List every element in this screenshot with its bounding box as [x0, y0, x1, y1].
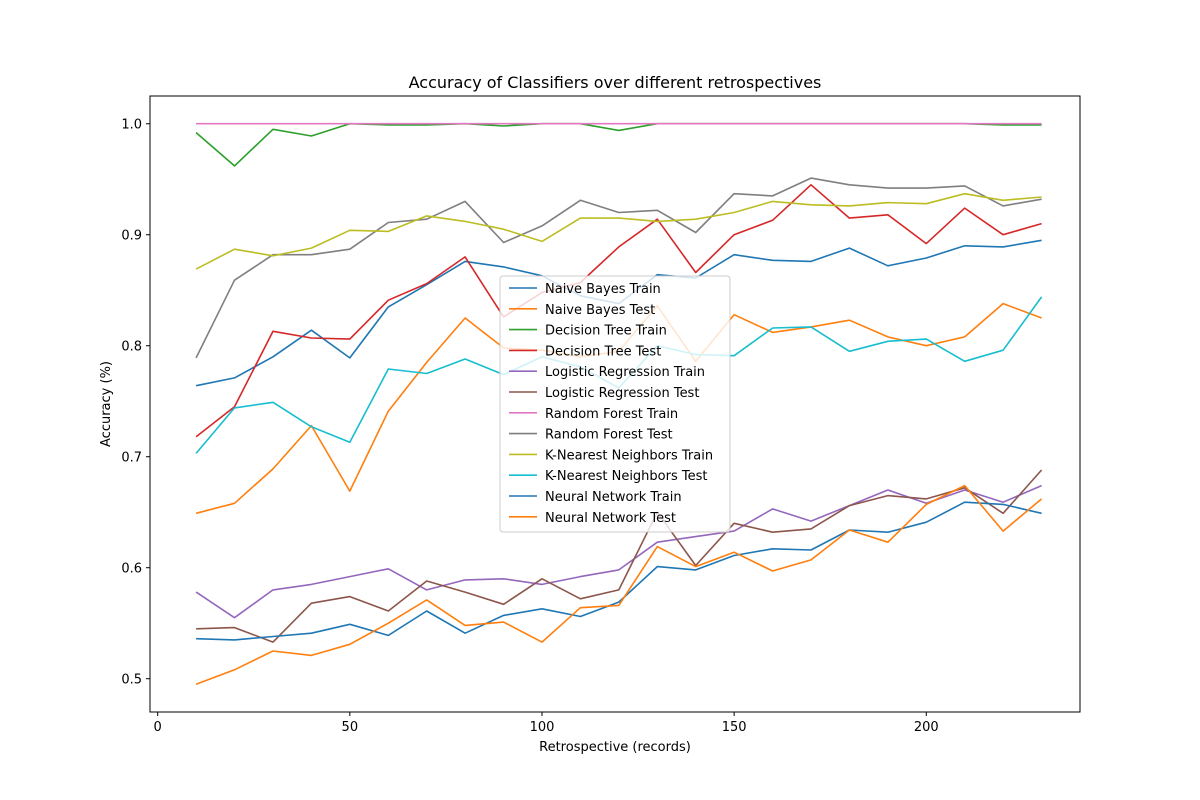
x-tick-label: 0 [154, 720, 162, 735]
legend-label: Naive Bayes Test [545, 303, 655, 318]
legend-label: Logistic Regression Train [545, 365, 705, 380]
legend-label: Decision Tree Test [545, 344, 661, 359]
series-line-logistic-regression-test [196, 469, 1043, 643]
legend-entry: Random Forest Test [509, 428, 673, 443]
legend-entry: K-Nearest Neighbors Test [509, 469, 707, 484]
y-tick-label: 0.6 [121, 562, 142, 577]
legend-label: Random Forest Train [545, 407, 678, 422]
legend-label: Neural Network Test [545, 511, 676, 526]
legend-label: Logistic Regression Test [545, 386, 699, 401]
y-axis-label: Accuracy (%) [99, 361, 114, 447]
x-tick-label: 200 [914, 720, 939, 735]
series-line-logistic-regression-train [195, 484, 1042, 619]
x-tick-label: 50 [342, 720, 359, 735]
legend-label: K-Nearest Neighbors Train [545, 448, 713, 463]
legend-entry: Neural Network Train [509, 490, 682, 505]
x-tick-label: 150 [722, 720, 747, 735]
x-axis-label: Retrospective (records) [539, 740, 691, 755]
series-line-random-forest-test [195, 177, 1042, 359]
series-line-k-nearest-neighbors-train [195, 192, 1042, 270]
legend-label: K-Nearest Neighbors Test [545, 469, 707, 484]
legend: Naive Bayes Train Naive Bayes Test Decisio… [499, 275, 731, 533]
legend-entry: Random Forest Train [509, 407, 678, 422]
legend-entry: Logistic Regression Test [509, 386, 699, 401]
y-tick-label: 0.5 [121, 673, 142, 688]
series-line-neural-network-test [195, 484, 1043, 686]
legend-label: Random Forest Test [545, 428, 673, 443]
x-tick-label: 100 [530, 720, 555, 735]
y-tick-label: 1.0 [121, 118, 142, 133]
legend-entry: Naive Bayes Train [509, 282, 661, 297]
chart-title: Accuracy of Classifiers over different r… [409, 73, 822, 92]
x-axis-ticks: 0 50 100 150 200 [154, 712, 939, 735]
axes [149, 95, 1081, 713]
y-tick-label: 0.9 [121, 229, 142, 244]
legend-entry: Decision Tree Train [509, 324, 667, 339]
y-tick-label: 0.7 [121, 451, 142, 466]
legend-entry: Logistic Regression Train [509, 365, 705, 380]
legend-entry: Naive Bayes Test [509, 303, 655, 318]
legend-entry: Decision Tree Test [509, 344, 661, 359]
legend-label: Neural Network Train [545, 490, 682, 505]
legend-entry: K-Nearest Neighbors Train [509, 448, 713, 463]
legend-label: Naive Bayes Train [545, 282, 661, 297]
legend-box [499, 275, 731, 533]
y-axis-ticks: 0.5 0.6 0.7 0.8 0.9 1.0 [121, 118, 150, 688]
y-tick-label: 0.8 [121, 340, 142, 355]
plot-frame [149, 95, 1081, 713]
legend-label: Decision Tree Train [545, 324, 667, 339]
series-line-decision-tree-test [195, 184, 1042, 438]
legend-entry: Neural Network Test [509, 511, 676, 526]
